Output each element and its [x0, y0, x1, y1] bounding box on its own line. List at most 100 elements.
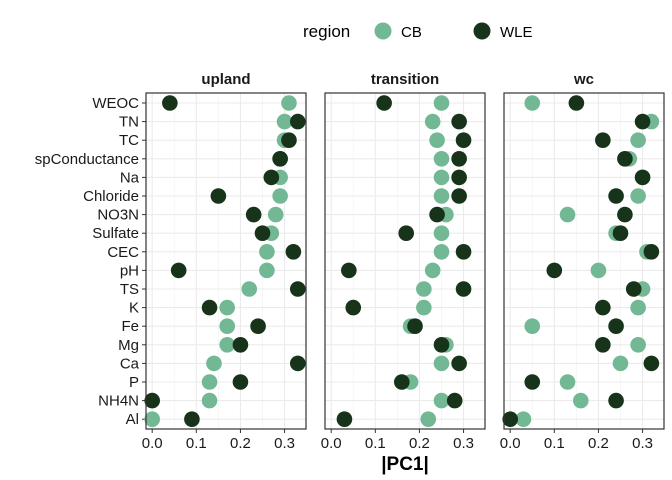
point-wle [617, 206, 633, 223]
point-cb [416, 299, 432, 316]
point-wle [608, 392, 624, 409]
point-wle [272, 151, 288, 167]
point-cb [559, 206, 576, 223]
point-wle [595, 299, 611, 316]
legend-key-wle [473, 22, 491, 40]
point-cb [241, 281, 258, 297]
point-cb [281, 95, 297, 111]
point-wle [455, 132, 472, 148]
legend-label-cb: CB [401, 24, 422, 41]
point-cb [524, 95, 541, 111]
point-cb [219, 299, 235, 316]
point-wle [170, 262, 187, 279]
y-tick-label: Al [126, 411, 139, 428]
point-wle [245, 206, 262, 223]
y-tick-label: TC [119, 132, 139, 149]
point-wle [289, 113, 306, 130]
point-wle [612, 225, 629, 241]
point-wle [451, 113, 467, 130]
point-wle [201, 299, 218, 316]
legend-label-wle: WLE [500, 24, 533, 41]
point-cb [630, 188, 646, 204]
point-cb [144, 411, 160, 428]
y-tick-label: Sulfate [92, 225, 139, 242]
legend-key-cb [374, 22, 392, 40]
point-cb [433, 169, 450, 186]
panel-border [324, 92, 486, 430]
y-tick-label: NO3N [97, 207, 139, 224]
x-tick-label: 0.0 [321, 435, 342, 452]
point-wle [289, 281, 306, 297]
point-wle [376, 95, 392, 111]
x-tick-label: 0.0 [500, 435, 521, 452]
y-tick-label: Mg [118, 337, 139, 354]
point-wle [345, 299, 362, 316]
y-tick-label: Ca [120, 355, 140, 372]
point-wle [285, 244, 302, 260]
point-wle [250, 318, 266, 335]
x-tick-label: 0.2 [409, 435, 430, 452]
point-wle [608, 318, 624, 335]
panel-transition: transition 0.0 0.1 0.2 0.3 [321, 71, 486, 452]
point-wle [341, 262, 357, 279]
point-wle [595, 132, 611, 148]
legend-title: region [303, 22, 350, 41]
point-wle [407, 318, 423, 335]
y-tick-label: spConductance [35, 151, 139, 168]
legend: region CB WLE [303, 22, 533, 41]
point-wle [451, 151, 467, 167]
point-wle [398, 225, 415, 241]
y-tick-label: pH [120, 262, 139, 279]
point-wle [546, 262, 563, 279]
point-cb [433, 188, 450, 204]
point-wle [433, 337, 450, 353]
point-cb [276, 113, 293, 130]
point-wle [232, 337, 249, 353]
x-tick-label: 0.2 [230, 435, 251, 452]
point-wle [184, 411, 200, 428]
panel-border [503, 92, 665, 430]
y-tick-label: WEOC [92, 95, 139, 112]
point-cb [201, 392, 218, 409]
point-cb [612, 355, 629, 372]
point-cb [424, 262, 441, 279]
point-cb [201, 374, 218, 390]
point-wle [232, 374, 249, 390]
point-cb [524, 318, 541, 335]
point-wle [144, 392, 160, 409]
point-wle [289, 355, 306, 372]
y-tick-label: P [129, 374, 139, 391]
y-tick-label: Na [120, 169, 140, 186]
x-tick-label: 0.3 [453, 435, 474, 452]
point-cb [219, 318, 235, 335]
point-cb [559, 374, 576, 390]
point-wle [281, 132, 297, 148]
point-wle [502, 411, 518, 428]
point-wle [643, 355, 660, 372]
panel-border [145, 92, 307, 430]
x-tick-label: 0.2 [588, 435, 609, 452]
point-wle [634, 113, 651, 130]
point-wle [451, 169, 467, 186]
y-tick-label: Fe [121, 318, 139, 335]
point-wle [446, 392, 463, 409]
point-wle [336, 411, 353, 428]
point-cb [515, 411, 532, 428]
x-tick-label: 0.0 [142, 435, 163, 452]
point-cb [416, 281, 432, 297]
point-cb [259, 244, 275, 260]
point-wle [162, 95, 178, 111]
point-cb [420, 411, 437, 428]
point-wle [608, 188, 624, 204]
point-wle [210, 188, 227, 204]
x-tick-label: 0.1 [544, 435, 565, 452]
point-cb [572, 392, 589, 409]
panel-title: transition [371, 71, 439, 88]
point-cb [206, 355, 222, 372]
point-wle [254, 225, 271, 241]
point-wle [455, 281, 472, 297]
point-wle [595, 337, 611, 353]
point-cb [267, 206, 284, 223]
point-cb [433, 225, 450, 241]
point-cb [433, 151, 450, 167]
